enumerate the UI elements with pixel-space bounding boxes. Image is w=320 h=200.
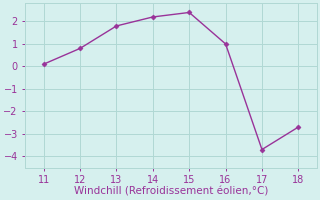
X-axis label: Windchill (Refroidissement éolien,°C): Windchill (Refroidissement éolien,°C) (74, 187, 268, 197)
